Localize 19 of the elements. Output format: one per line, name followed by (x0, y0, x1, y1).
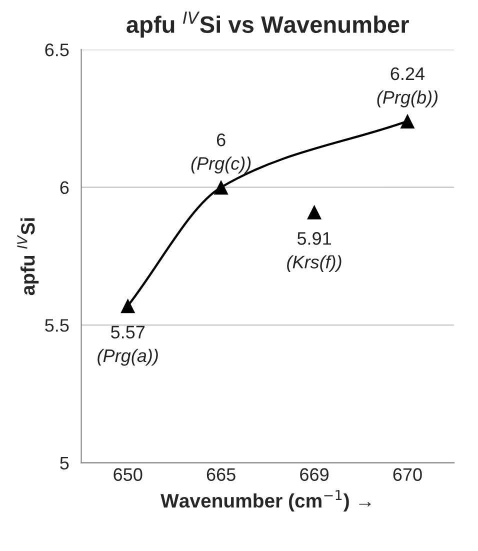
x-tick-label: 669 (300, 468, 328, 481)
y-tick-label: 6 (60, 181, 69, 194)
y-tick-label: 5.5 (45, 319, 69, 332)
y-axis-title: apfu $^{IV}$Si (17, 218, 39, 296)
chart-title: apfu $^{IV}$Si vs Wavenumber (126, 12, 409, 38)
y-tick-label: 5 (60, 456, 69, 470)
x-axis-title: Wavenumber (cm$^{−1}$) → (160, 490, 371, 512)
x-tick-label: 670 (393, 468, 422, 481)
data-label: 5.91 (Krs(f)) (287, 232, 342, 272)
point (307, 204, 322, 220)
y-tick-label: 6.5 (45, 44, 69, 56)
data-label: 6 (Prg(c)) (191, 133, 251, 174)
point (400, 114, 415, 129)
data-label: 6.24 (Prg(b)) (377, 67, 438, 108)
x-tick-label: 665 (206, 468, 236, 481)
x-tick-label: 650 (114, 468, 142, 481)
point (120, 298, 136, 314)
point (214, 180, 228, 195)
data-label: 5.57 (Prg(a)) (98, 326, 158, 366)
